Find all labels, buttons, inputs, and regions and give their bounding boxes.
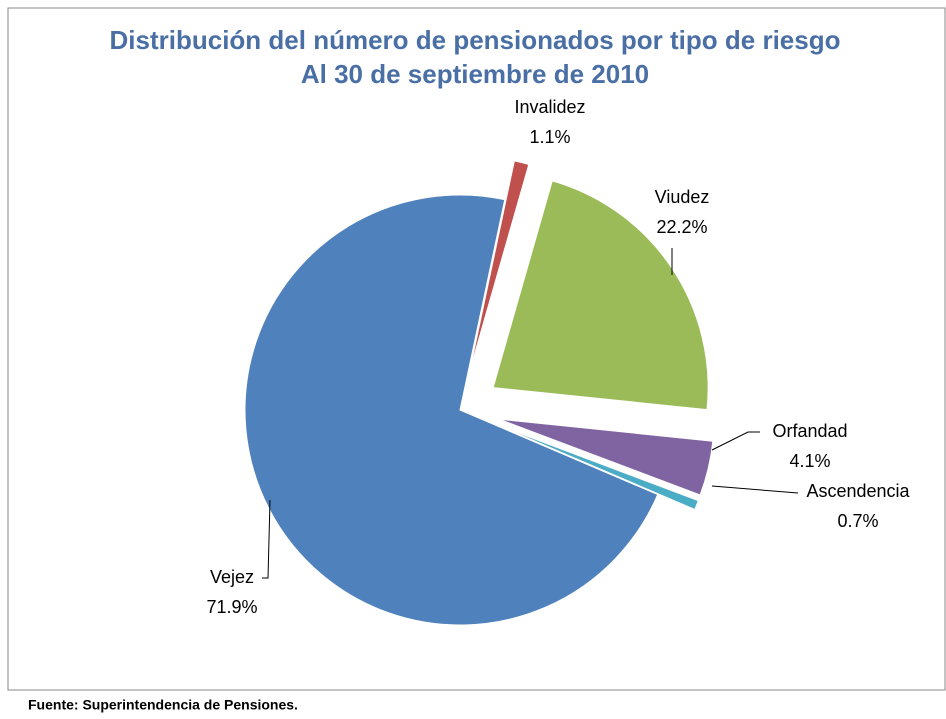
pie-slice xyxy=(469,160,530,372)
chart-subtitle: Al 30 de septiembre de 2010 xyxy=(301,59,649,89)
leader-line xyxy=(711,485,799,494)
chart-title: Distribución del número de pensionados p… xyxy=(110,25,841,55)
source-note: Fuente: Superintendencia de Pensiones. xyxy=(28,697,298,713)
pie-slice xyxy=(244,194,659,626)
chart-border xyxy=(7,7,946,691)
slice-label: Invalidez xyxy=(514,97,585,117)
slice-value-label: 4.1% xyxy=(789,451,830,471)
slice-value-label: 0.7% xyxy=(837,511,878,531)
pie-slice xyxy=(492,180,709,411)
slice-value-label: 71.9% xyxy=(206,597,257,617)
slice-label: Viudez xyxy=(655,187,710,207)
slice-value-label: 22.2% xyxy=(656,217,707,237)
pie-slice xyxy=(496,424,699,511)
slice-value-label: 1.1% xyxy=(529,127,570,147)
pie-slice xyxy=(498,418,714,496)
leader-line xyxy=(262,499,271,579)
leader-line xyxy=(711,431,760,451)
slice-label: Ascendencia xyxy=(806,481,910,501)
slice-label: Orfandad xyxy=(772,421,847,441)
slice-label: Vejez xyxy=(210,567,254,587)
